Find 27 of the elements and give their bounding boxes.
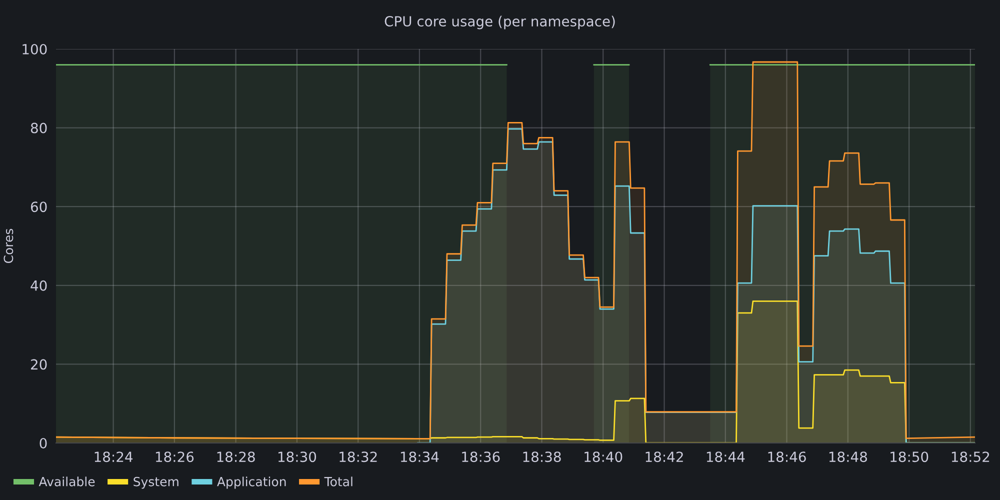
- x-tick-label: 18:28: [217, 452, 255, 462]
- x-tick-label: 18:24: [94, 452, 133, 462]
- y-tick-label: 0: [40, 438, 47, 448]
- x-tick-label: 18:26: [156, 452, 194, 462]
- legend-label: Application: [217, 476, 286, 489]
- x-tick-label: 18:46: [768, 452, 806, 462]
- x-tick-label: 18:40: [584, 452, 622, 462]
- x-tick-label: 18:50: [890, 452, 928, 462]
- x-tick-label: 18:44: [706, 452, 745, 462]
- y-tick-label: 40: [30, 280, 47, 291]
- x-tick-label: 18:36: [462, 452, 500, 462]
- legend-label: Available: [38, 476, 95, 486]
- x-tick-label: 18:34: [400, 452, 439, 462]
- y-tick-label: 60: [30, 202, 47, 212]
- x-tick-label: 18:32: [340, 452, 377, 462]
- legend-label: Total: [324, 476, 352, 486]
- x-tick-label: 18:38: [523, 452, 561, 462]
- y-axis-title: Cores: [4, 228, 14, 264]
- x-tick-label: 18:42: [646, 452, 683, 462]
- y-tick-label: 100: [22, 44, 47, 54]
- chart-title: CPU core usage (per namespace): [384, 16, 615, 30]
- y-tick-label: 20: [31, 359, 47, 370]
- x-tick-label: 18:52: [952, 452, 990, 462]
- legend-label: System: [134, 476, 178, 489]
- y-tick-label: 80: [30, 122, 47, 134]
- x-tick-label: 18:30: [278, 452, 316, 462]
- x-tick-label: 18:48: [829, 452, 867, 462]
